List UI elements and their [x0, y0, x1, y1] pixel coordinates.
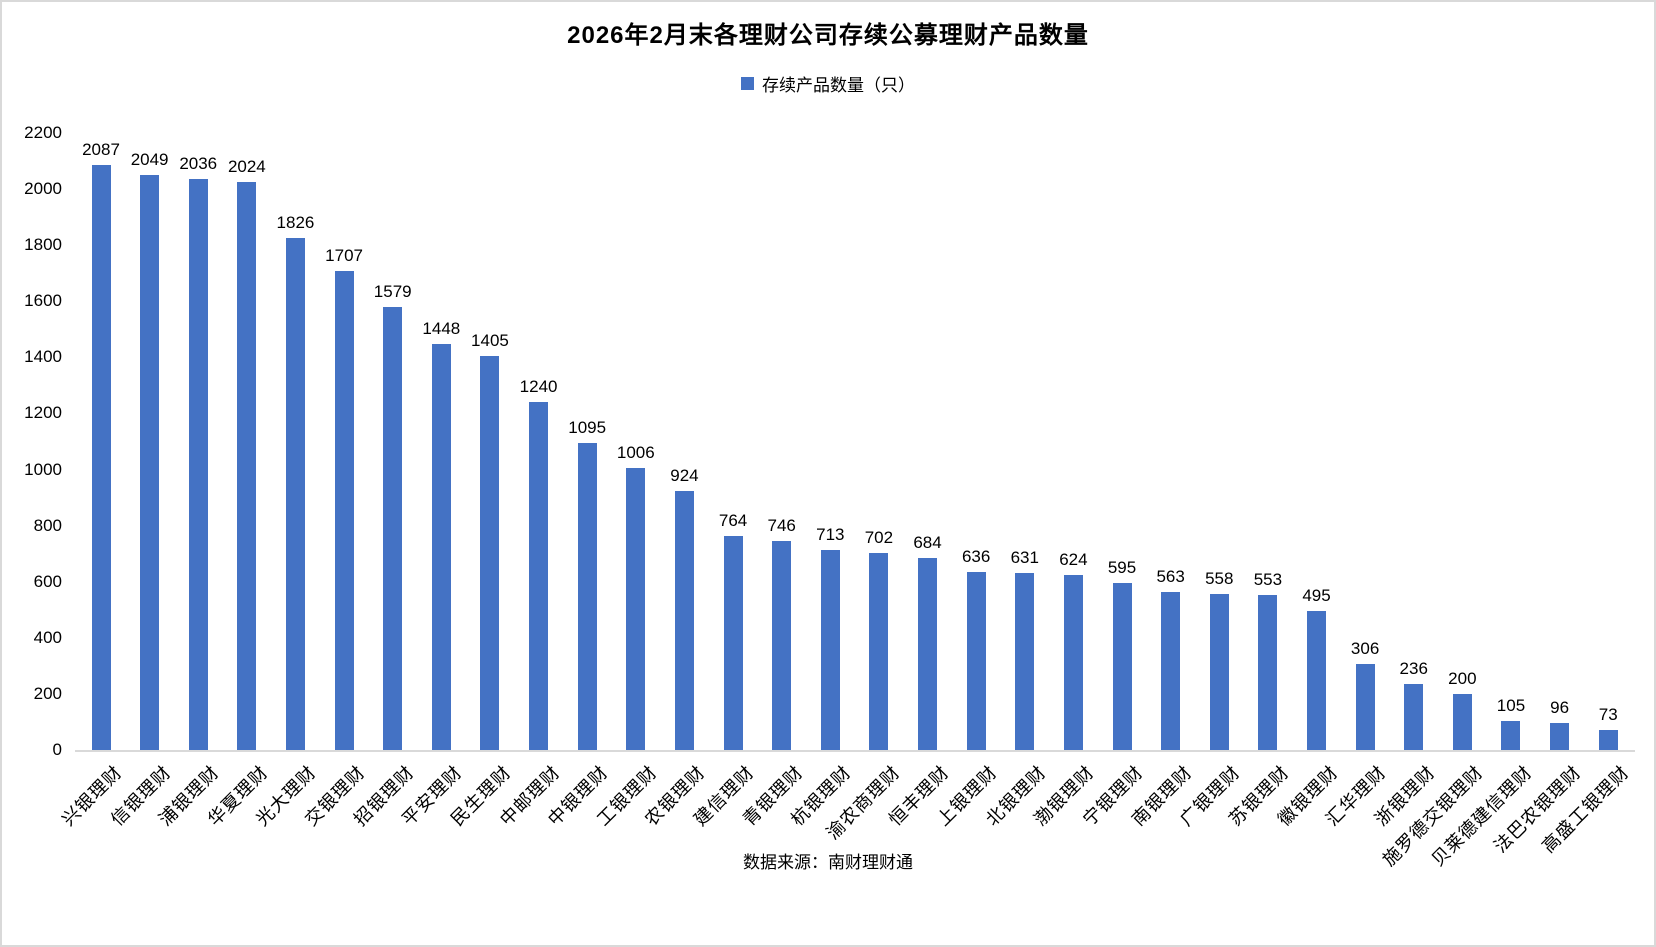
bar-value-label: 1095: [568, 417, 607, 437]
bar: [1063, 574, 1083, 750]
bar-value-label: 2024: [227, 157, 266, 177]
bar: [577, 442, 597, 750]
bar-value-label: 200: [1448, 668, 1477, 688]
bar: [1112, 583, 1132, 750]
bar: [91, 164, 111, 750]
bar-value-label: 1579: [373, 282, 412, 302]
bar-value-label: 1405: [471, 330, 509, 350]
bar-value-label: 624: [1059, 549, 1088, 569]
bar-value-label: 764: [718, 510, 748, 530]
bar-value-label: 636: [961, 546, 991, 566]
bar: [1452, 693, 1472, 750]
legend-marker-icon: [741, 77, 754, 90]
bar-value-label: 746: [767, 515, 796, 535]
bar: [772, 540, 792, 750]
bar-value-label: 73: [1598, 704, 1618, 724]
y-axis-tick-label: 2200: [24, 123, 62, 142]
y-axis-tick-label: 600: [33, 571, 62, 591]
bar-value-label: 702: [864, 528, 894, 548]
bar: [918, 558, 938, 750]
legend: 存续产品数量（只）: [2, 71, 1654, 96]
bar-value-label: 2087: [82, 139, 120, 159]
chart-title: 2026年2月末各理财公司存续公募理财产品数量: [567, 22, 1089, 49]
bar: [285, 237, 305, 750]
legend-label: 存续产品数量（只）: [762, 76, 915, 95]
y-axis-tick-label: 800: [33, 515, 62, 535]
y-axis-tick-label: 1000: [24, 459, 62, 479]
bar: [1550, 723, 1570, 750]
bar: [188, 178, 208, 750]
bar: [480, 355, 500, 750]
y-axis-tick-label: 1600: [24, 291, 62, 311]
bar: [869, 553, 889, 750]
bar: [431, 343, 451, 750]
y-axis-tick-label: 1800: [24, 235, 62, 255]
bar: [1161, 592, 1181, 750]
y-axis-tick-label: 1200: [24, 403, 62, 423]
bar-value-label: 553: [1253, 569, 1283, 589]
bar: [723, 535, 743, 750]
bar-value-label: 1448: [422, 318, 461, 338]
y-axis-tick-label: 0: [52, 740, 62, 759]
bar-value-label: 236: [1399, 658, 1428, 678]
bar-value-label: 96: [1550, 698, 1570, 718]
bar: [237, 182, 257, 750]
bar: [1598, 729, 1618, 750]
bar: [820, 550, 840, 750]
bar: [383, 307, 403, 750]
bar-value-label: 1240: [519, 377, 558, 397]
bar-value-label: 563: [1156, 567, 1185, 587]
bar-value-label: 2049: [130, 150, 169, 170]
y-axis-tick-label: 200: [33, 683, 62, 703]
bar: [529, 402, 549, 750]
bar: [334, 271, 354, 750]
bar: [626, 467, 646, 750]
bar-value-label: 595: [1107, 558, 1137, 578]
bar-value-label: 1826: [276, 212, 315, 232]
bar-value-label: 306: [1350, 639, 1380, 659]
bar-value-label: 713: [816, 525, 845, 545]
bar-value-label: 558: [1205, 568, 1234, 588]
bar: [1404, 683, 1424, 750]
bar-value-label: 105: [1496, 695, 1526, 715]
bar-value-label: 1006: [616, 442, 655, 462]
bar-value-label: 1707: [325, 246, 363, 266]
bar-value-label: 631: [1010, 548, 1039, 568]
bar: [1258, 594, 1278, 750]
bar: [140, 175, 160, 750]
bar-value-label: 2036: [179, 153, 218, 173]
bar: [1307, 611, 1326, 750]
bar-value-label: 684: [913, 533, 942, 553]
bar-value-label: 924: [670, 465, 699, 485]
y-axis-tick-label: 400: [33, 627, 62, 647]
bar-value-label: 495: [1302, 586, 1331, 606]
y-axis-tick-label: 2000: [24, 179, 62, 199]
bar: [674, 490, 694, 750]
x-axis-line: [75, 750, 1635, 752]
source-note: 数据来源：南财理财通: [743, 853, 913, 872]
bar: [1355, 664, 1375, 750]
bar: [966, 571, 986, 750]
bar: [1015, 573, 1035, 750]
bar: [1501, 720, 1521, 750]
bar: [1209, 593, 1229, 750]
y-axis-tick-label: 1400: [24, 347, 62, 367]
